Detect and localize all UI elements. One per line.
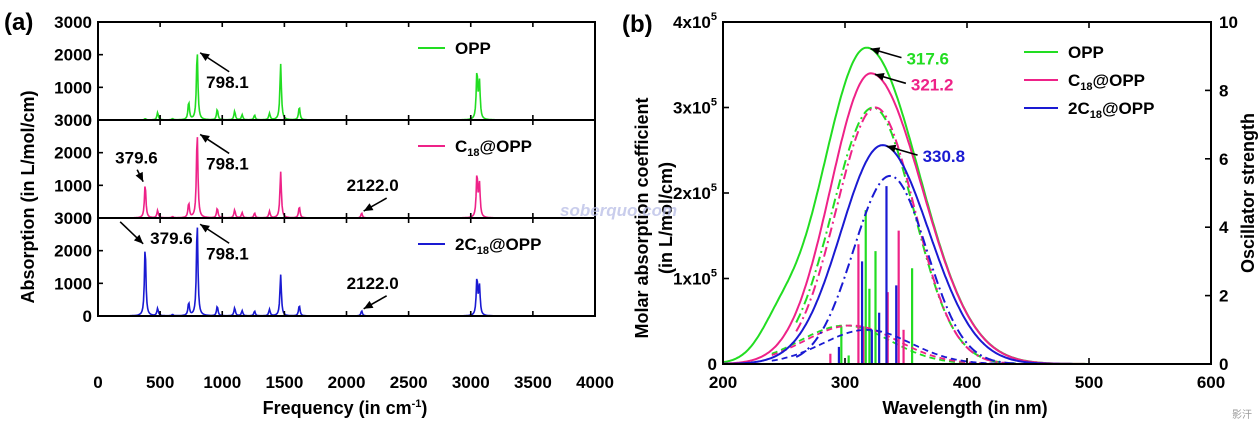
subplot-frame <box>97 21 596 121</box>
x-tick-label: 500 <box>1075 373 1103 392</box>
component-curve-dashdot <box>795 174 1016 365</box>
peak-arrow <box>870 47 902 59</box>
annotation-arrow <box>363 295 388 310</box>
legend-label-2C18@OPP: 2C18@OPP <box>1068 99 1154 121</box>
y-tick-label: 2000 <box>54 144 92 163</box>
subplot-frame <box>97 119 596 219</box>
peak-label-OPP: 317.6 <box>906 50 949 69</box>
legend-label-OPP: OPP <box>455 39 491 58</box>
arrow-head <box>363 203 374 212</box>
annotation-label: 798.1 <box>206 73 249 92</box>
x-tick-label: 0 <box>93 373 102 392</box>
y-tick-label: 3x105 <box>673 97 717 118</box>
x-tick-label: 200 <box>709 373 737 392</box>
spectrum-line-OPP <box>98 54 569 121</box>
arrow-head <box>200 52 210 62</box>
y-tick-label: 1000 <box>54 274 92 293</box>
panel-b-y2label: Oscillator strength <box>1238 113 1258 273</box>
x-tick-label: 2500 <box>390 373 428 392</box>
annotation-arrow <box>199 133 230 155</box>
y-tick-label: 1x105 <box>673 268 717 289</box>
annotation-label: 2122.0 <box>347 176 399 195</box>
subplot-2C18@OPP: 0 1000 2000 3000 2C18@OPP 379.6 798.1 2122.0 <box>54 209 596 326</box>
arrow-head <box>874 72 885 81</box>
y-tick-label: 3000 <box>54 111 92 130</box>
y-tick-label: 4x105 <box>673 11 717 32</box>
x-tick-label: 3500 <box>514 373 552 392</box>
x-tick-label: 400 <box>953 373 981 392</box>
x-tick-label: 2000 <box>328 373 366 392</box>
x-tick-label: 300 <box>831 373 859 392</box>
panel-b-xlabel: Wavelength (in nm) <box>882 398 1047 418</box>
y2-tick-label: 2 <box>1219 287 1228 306</box>
arrow-head <box>200 134 210 143</box>
y2-tick-label: 10 <box>1219 13 1238 32</box>
annotation-arrow <box>199 52 230 73</box>
y2-tick-label: 8 <box>1219 81 1228 100</box>
annotation-arrow <box>363 197 388 212</box>
annotation-label: 798.1 <box>206 154 249 173</box>
component-curve-dashdot <box>795 106 1016 365</box>
component-curve-dashdot <box>795 106 1016 365</box>
series-2C18@OPP: 330.8 2C18@OPP <box>723 99 1211 365</box>
annotation-label: 379.6 <box>150 229 193 248</box>
arrow-head <box>133 234 144 244</box>
y-tick-label: 2000 <box>54 242 92 261</box>
panel-a: (a) Absorption (in L/mol/cm) 0 1000 2000 3000… <box>4 9 614 418</box>
legend-label-C18@OPP: C18@OPP <box>1068 71 1145 93</box>
y-tick-label: 1000 <box>54 176 92 195</box>
y-tick-label: 2x105 <box>673 182 717 203</box>
y-tick-label: 2000 <box>54 46 92 65</box>
y-tick-label: 0 <box>83 209 92 228</box>
arrow-head <box>870 47 881 56</box>
peak-label-2C18@OPP: 330.8 <box>923 147 966 166</box>
x-tick-label: 4000 <box>576 373 614 392</box>
panel-b: (b) Molar absorption coefficient (in L/mol… <box>622 11 1258 418</box>
arrow-head <box>363 300 374 309</box>
annotation-arrow <box>119 221 144 245</box>
peak-arrow <box>886 144 918 156</box>
arrow-head <box>886 144 897 153</box>
x-tick-label: 3000 <box>452 373 490 392</box>
peak-label-C18@OPP: 321.2 <box>911 75 954 94</box>
panel-a-ylabel: Absorption (in L/mol/cm) <box>18 91 38 304</box>
annotation-label: 798.1 <box>206 244 249 263</box>
panel-b-ylabel: Molar absorption coefficient <box>632 97 652 338</box>
panel-a-xlabel: Frequency (in cm-1) <box>263 398 428 418</box>
y-tick-label: 0 <box>83 111 92 130</box>
y-tick-label: 3000 <box>54 209 92 228</box>
annotation-arrow <box>135 169 144 183</box>
peak-arrow <box>874 72 907 85</box>
y2-tick-label: 0 <box>1219 355 1228 374</box>
corner-mark: 影汗 <box>1232 408 1252 421</box>
subplot-OPP: 0 1000 2000 3000 OPP 798.1 <box>54 13 596 130</box>
legend-label-2C18@OPP: 2C18@OPP <box>455 235 541 257</box>
panel-b-label: (b) <box>622 11 653 38</box>
y-tick-label: 0 <box>708 355 717 374</box>
x-tick-label: 500 <box>146 373 174 392</box>
y-tick-label: 0 <box>83 307 92 326</box>
x-tick-label: 600 <box>1197 373 1225 392</box>
y2-tick-label: 6 <box>1219 150 1228 169</box>
x-tick-label: 1500 <box>265 373 303 392</box>
panel-b-ylabel-unit: (in L/mol/cm) <box>656 162 676 274</box>
annotation-label: 379.6 <box>115 149 158 168</box>
panel-a-label: (a) <box>4 9 33 36</box>
x-tick-label: 1000 <box>203 373 241 392</box>
y-tick-label: 1000 <box>54 78 92 97</box>
legend-label-C18@OPP: C18@OPP <box>455 137 532 159</box>
annotation-label: 2122.0 <box>347 274 399 293</box>
absorption-curve-OPP <box>722 46 1211 365</box>
arrow-head <box>200 224 210 233</box>
annotation-arrow <box>199 223 230 244</box>
y2-tick-label: 4 <box>1219 218 1229 237</box>
watermark: soberquo.com <box>560 201 677 220</box>
arrow-head <box>135 171 144 182</box>
y-tick-label: 3000 <box>54 13 92 32</box>
legend-label-OPP: OPP <box>1068 43 1104 62</box>
subplot-C18@OPP: 0 1000 2000 3000 C18@OPP 379.6 798.1 2122.0 <box>54 111 596 228</box>
